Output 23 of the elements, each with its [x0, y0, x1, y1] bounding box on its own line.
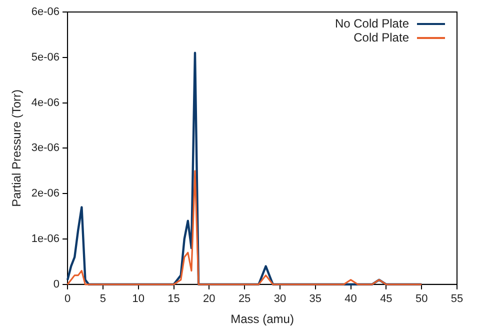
y-axis-title: Partial Pressure (Torr)	[10, 90, 24, 207]
y-tick-label: 0	[53, 278, 60, 290]
x-tick-label: 55	[450, 293, 464, 306]
y-tick-label: 2e-06	[31, 188, 60, 200]
x-tick-label: 0	[64, 293, 71, 306]
y-tick-label: 5e-06	[31, 51, 60, 64]
legend-label: No Cold Plate	[334, 16, 410, 30]
x-tick-label: 20	[203, 293, 216, 306]
legend-label: Cold Plate	[354, 30, 410, 44]
y-tick-label: 1e-06	[31, 233, 60, 246]
x-tick-label: 45	[380, 293, 392, 306]
y-tick-label: 6e-06	[31, 6, 60, 18]
x-tick-label: 5	[100, 293, 106, 306]
x-tick-label: 35	[309, 293, 322, 306]
y-tick-label: 4e-06	[31, 96, 60, 109]
x-tick-label: 10	[132, 293, 144, 306]
x-axis-title: Mass (amu)	[230, 312, 294, 326]
x-tick-label: 25	[238, 293, 251, 306]
x-tick-label: 15	[168, 293, 180, 306]
y-tick-label: 3e-06	[31, 142, 60, 154]
x-tick-label: 30	[274, 293, 286, 306]
x-tick-label: 50	[415, 293, 428, 306]
x-tick-label: 40	[344, 293, 357, 306]
